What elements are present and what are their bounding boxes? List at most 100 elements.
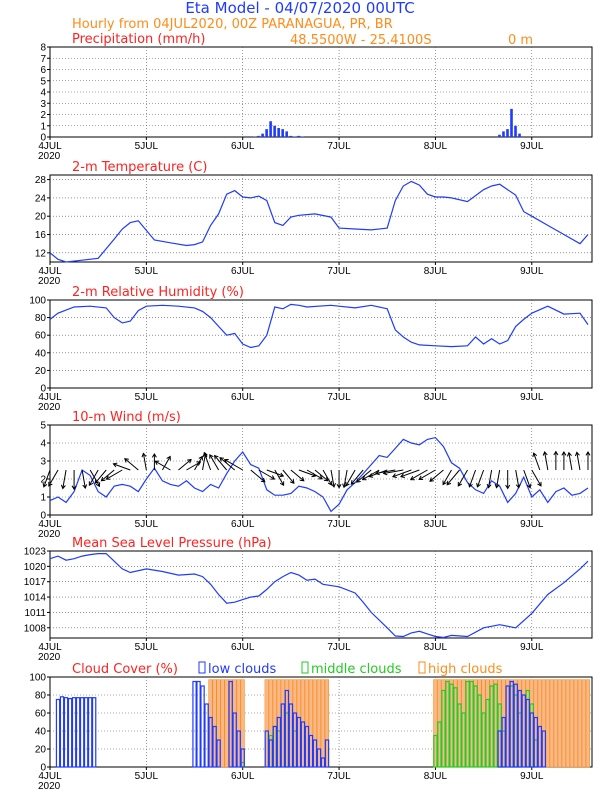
wind-barb-head [112, 462, 118, 468]
panel-3: 0 1 2 3 4 5 4JUL 5JUL 6JUL 7JUL 8JUL 9JUL 2020 10-m W… [38, 410, 593, 540]
low-cloud-bar [320, 757, 326, 768]
y-tick-label: 20 [35, 366, 47, 377]
y-tick-label: 5 [40, 76, 46, 87]
high-cloud-bar [320, 679, 326, 768]
low-cloud-bar [284, 689, 290, 768]
wind-barb [203, 452, 212, 471]
high-cloud-bar [561, 679, 566, 768]
wind-barb-head [223, 459, 229, 464]
wind-barb [306, 469, 323, 480]
x-tick-label: 4JUL [38, 519, 62, 530]
low-cloud-bar [71, 697, 77, 768]
wind-barb-head [198, 455, 203, 461]
y-tick-label: 28 [35, 175, 47, 186]
wind-barb [88, 469, 99, 486]
low-cloud-bar [87, 697, 93, 768]
precip-bar [498, 134, 501, 137]
wind-barb-head [429, 477, 434, 482]
low-cloud-bar [304, 725, 310, 768]
high-cloud-bar [573, 679, 578, 768]
y-tick-label: 0 [40, 133, 46, 144]
x-tick-label: 9JUL [520, 392, 544, 403]
wind-barb-head [105, 475, 111, 480]
wind-barb [161, 456, 171, 471]
wind-barb [568, 452, 573, 471]
wind-barb [457, 469, 468, 487]
panel-title: 2-m Relative Humidity (%) [72, 285, 244, 300]
panel-title: Mean Sea Level Pressure (hPa) [72, 536, 272, 551]
y-tick-label: 7 [40, 54, 46, 65]
wind-barb [48, 469, 59, 487]
series-line [49, 180, 589, 263]
middle-cloud-bar [449, 683, 454, 768]
series-line [49, 552, 589, 639]
wind-barb [266, 469, 284, 477]
wind-barb-head [289, 479, 295, 484]
panel-frame [49, 550, 593, 639]
year-label: 2020 [38, 652, 61, 663]
x-tick-label: 8JUL [424, 266, 448, 277]
panel-4: 1008 1011 1014 1017 1020 1023 4JUL 5JUL 6JUL 7JUL… [24, 536, 593, 663]
wind-barb [113, 463, 131, 471]
wind-barb-head [124, 458, 129, 463]
y-tick-label: 1014 [24, 593, 47, 604]
low-cloud-bar [521, 694, 526, 768]
low-cloud-bar [529, 712, 534, 768]
precip-bar [285, 131, 288, 137]
y-tick-label: 4 [40, 439, 46, 450]
x-tick-label: 6JUL [231, 519, 255, 530]
high-cloud-bar [577, 679, 582, 768]
y-tick-label: 5 [40, 421, 46, 432]
x-tick-label: 9JUL [520, 266, 544, 277]
wind-barb-head [361, 475, 367, 481]
wind-barb [101, 469, 115, 482]
x-tick-label: 7JUL [327, 519, 351, 530]
wind-barb-head [542, 450, 548, 456]
wind-barb-head [356, 478, 361, 483]
x-tick-label: 8JUL [424, 392, 448, 403]
wind-barb [194, 456, 203, 471]
low-cloud-bar [497, 730, 502, 768]
wind-barb [446, 469, 460, 486]
high-cloud-bar [224, 679, 229, 768]
wind-barb-head [368, 473, 374, 478]
y-tick-label: 1008 [24, 623, 47, 634]
legend-label: middle clouds [311, 662, 402, 677]
wind-barb [124, 458, 139, 471]
y-tick-label: 1020 [24, 562, 47, 573]
series-line [49, 303, 589, 349]
low-cloud-bar [212, 725, 217, 768]
low-cloud-bar [268, 739, 274, 768]
low-cloud-bar [280, 703, 286, 768]
low-cloud-bar [324, 739, 330, 768]
y-tick-label: 40 [35, 348, 47, 359]
wind-barb [94, 469, 107, 484]
y-tick-label: 0 [40, 511, 46, 522]
middle-cloud-bar [473, 685, 478, 768]
y-tick-label: 0 [40, 384, 46, 395]
wind-barb-head [299, 476, 305, 482]
wind-barb-head [486, 483, 492, 489]
low-cloud-bar [513, 683, 518, 768]
middle-cloud-bar [485, 698, 490, 768]
middle-cloud-bar [465, 680, 470, 768]
low-cloud-bar [525, 698, 530, 768]
wind-barb-head [457, 481, 463, 487]
wind-barb-head [94, 479, 100, 484]
wind-barb [224, 459, 243, 471]
panel-frame [49, 299, 593, 389]
wind-barb-head [187, 458, 192, 464]
wind-barb [488, 469, 493, 488]
precip-bar [265, 129, 268, 137]
y-tick-label: 3 [40, 99, 46, 110]
wind-barb [418, 469, 436, 480]
low-cloud-bar [208, 716, 213, 768]
low-cloud-bar [75, 697, 81, 768]
precip-bar [281, 129, 284, 137]
wind-barb [250, 469, 266, 483]
y-tick-label: 2 [40, 475, 46, 486]
y-tick-label: 20 [35, 212, 47, 223]
precip-bar [518, 133, 521, 137]
wind-barb-head [382, 470, 388, 476]
